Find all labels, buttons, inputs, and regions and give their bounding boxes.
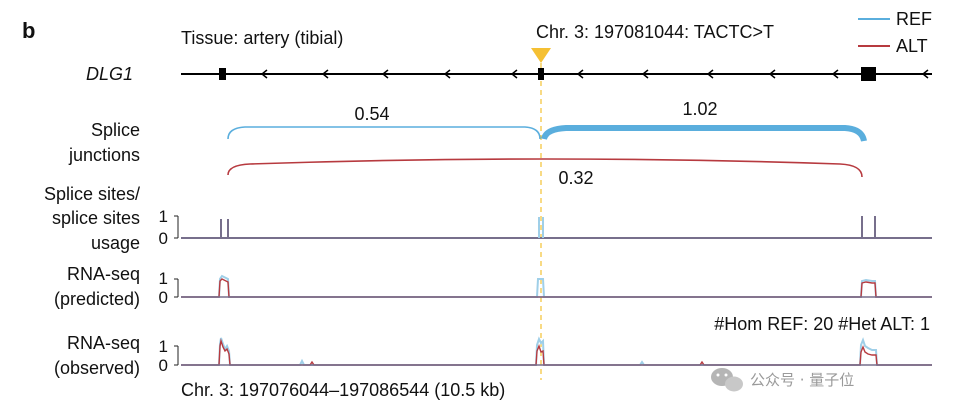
rnaseq-observed-label-line2: (observed) — [54, 358, 140, 378]
exon-left — [219, 68, 226, 80]
wechat-icon — [711, 368, 743, 392]
splice-sites-tick-1: 1 — [159, 207, 168, 226]
strand-arrow — [576, 69, 584, 79]
splice-junctions-label-line2: junctions — [68, 145, 140, 165]
exon-right — [861, 67, 876, 81]
strand-arrow — [706, 69, 714, 79]
rnaseq-observed-tick-0: 0 — [159, 356, 168, 375]
variant-marker-triangle — [531, 48, 551, 63]
strand-arrows — [260, 69, 929, 79]
exon-middle — [538, 68, 544, 80]
gene-model — [181, 67, 932, 81]
rnaseq-predicted-tick-0: 0 — [159, 288, 168, 307]
strand-arrow — [321, 69, 329, 79]
legend: REF ALT — [858, 9, 932, 56]
rnaseq-predicted-tick-1: 1 — [159, 269, 168, 288]
strand-arrow — [510, 69, 518, 79]
strand-arrow — [641, 69, 649, 79]
rnaseq-predicted-ref-trace — [181, 274, 932, 298]
watermark-text: 公众号 · 量子位 — [750, 371, 854, 389]
rnaseq-observed-ref-trace — [181, 336, 932, 366]
rnaseq-observed-tick-1: 1 — [159, 337, 168, 356]
alt-junction-value: 0.32 — [558, 168, 593, 188]
ref-junction-value-left: 0.54 — [354, 104, 389, 124]
splice-sites-label-line3: usage — [91, 233, 140, 253]
coordinates-label: Chr. 3: 197076044–197086544 (10.5 kb) — [181, 380, 505, 400]
strand-arrow — [831, 69, 839, 79]
panel-letter: b — [22, 18, 35, 43]
variant-label: Chr. 3: 197081044: TACTC>T — [536, 22, 774, 42]
splice-sites-tick-0: 0 — [159, 229, 168, 248]
rnaseq-observed-label-line1: RNA-seq — [67, 333, 140, 353]
rnaseq-predicted-alt-trace — [181, 278, 932, 298]
splice-sites-label-line2: splice sites — [52, 208, 140, 228]
tissue-label: Tissue: artery (tibial) — [181, 28, 343, 48]
gene-label: DLG1 — [86, 64, 133, 84]
legend-ref-label: REF — [896, 9, 932, 29]
ref-junction-arc-left — [227, 126, 541, 140]
sample-counts: #Hom REF: 20 #Het ALT: 1 — [714, 314, 930, 334]
alt-junction-arc — [227, 158, 863, 178]
strand-arrow — [768, 69, 776, 79]
rnaseq-observed-alt-trace — [181, 338, 932, 366]
splice-site-peaks — [220, 216, 876, 238]
strand-arrow — [260, 69, 268, 79]
rnaseq-predicted-label-line2: (predicted) — [54, 289, 140, 309]
strand-arrow — [921, 69, 929, 79]
ref-junction-arc-right — [541, 125, 867, 142]
strand-arrow — [443, 69, 451, 79]
rnaseq-predicted-label-line1: RNA-seq — [67, 264, 140, 284]
strand-arrow — [381, 69, 389, 79]
ref-junction-value-right: 1.02 — [682, 99, 717, 119]
legend-alt-label: ALT — [896, 36, 928, 56]
splice-sites-label-line1: Splice sites/ — [44, 184, 140, 204]
splice-junctions-label-line1: Splice — [91, 120, 140, 140]
